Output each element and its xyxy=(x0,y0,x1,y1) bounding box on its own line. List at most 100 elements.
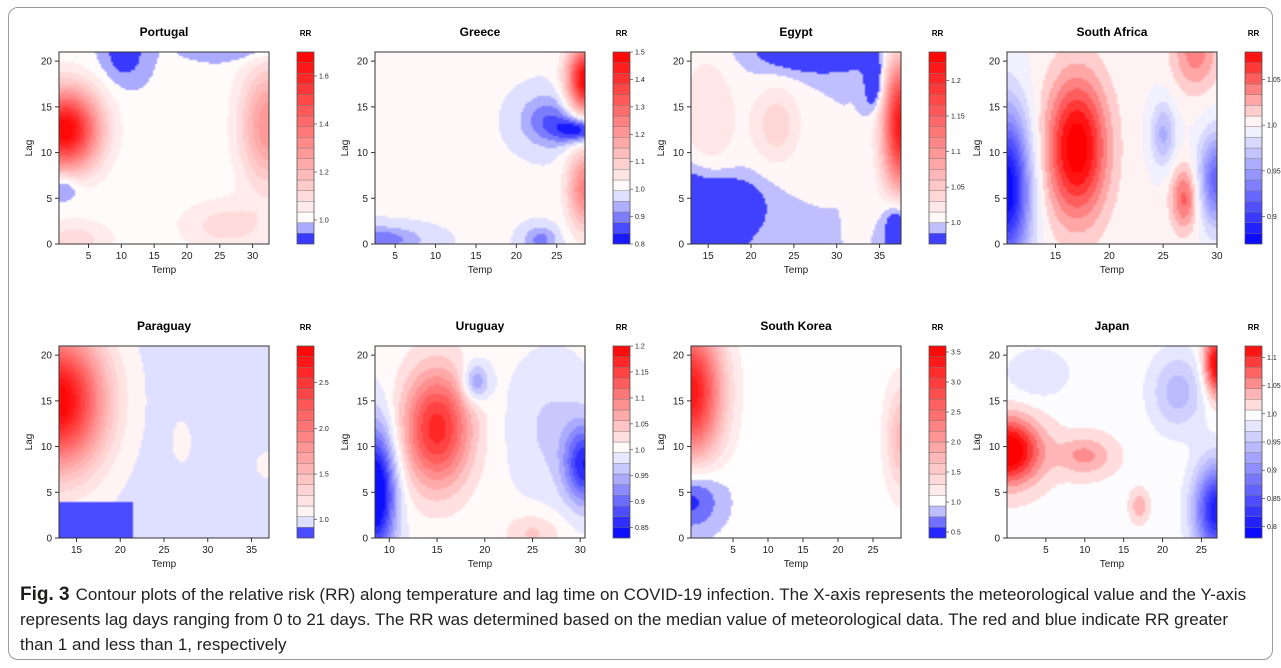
plot-frame xyxy=(1006,345,1218,539)
y-tick-label: 10 xyxy=(673,148,685,159)
y-tick-label: 5 xyxy=(46,194,52,205)
contour-panel-2: Greece 5 10 15 20 25 0 5 10 15 20 Temp Lag RR 0.8 0.9 1.… xyxy=(340,25,645,276)
legend-band xyxy=(1244,441,1263,453)
x-tick-label: 35 xyxy=(246,545,258,556)
contour-field xyxy=(1007,346,1217,538)
plot-frame xyxy=(690,345,902,539)
y-tick-label: 20 xyxy=(357,57,369,68)
y-axis-label: Lag xyxy=(972,434,983,451)
legend-tick-label: 1.0 xyxy=(951,220,961,227)
x-tick-label: 30 xyxy=(575,545,587,556)
legend-band xyxy=(928,463,947,475)
legend-tick-label: 1.5 xyxy=(635,50,645,57)
legend-band xyxy=(612,452,631,464)
panel-title: Greece xyxy=(460,25,501,39)
y-tick-label: 20 xyxy=(41,57,53,68)
figure-label: Fig. 3 xyxy=(20,584,70,605)
legend-band xyxy=(1244,62,1263,74)
legend-band xyxy=(928,345,947,357)
legend-band xyxy=(296,201,315,213)
legend-band xyxy=(296,409,315,421)
y-tick-label: 0 xyxy=(46,534,52,545)
figure-caption: Fig. 3 Contour plots of the relative risk… xyxy=(20,582,1265,657)
legend-band xyxy=(612,190,631,202)
legend-tick-label: 1.0 xyxy=(1267,411,1277,418)
legend-band xyxy=(928,527,947,539)
legend-band xyxy=(296,367,315,379)
legend-band xyxy=(1244,147,1263,159)
legend-band xyxy=(928,516,947,528)
legend-band xyxy=(1244,431,1263,443)
legend-band xyxy=(296,169,315,181)
x-tick-label: 20 xyxy=(115,545,127,556)
x-tick-label: 20 xyxy=(745,251,757,262)
y-tick-label: 0 xyxy=(994,240,1000,251)
y-tick-label: 5 xyxy=(362,488,368,499)
x-axis-label: Temp xyxy=(468,559,493,570)
legend-band xyxy=(1244,222,1263,234)
legend-band xyxy=(296,452,315,464)
x-tick-label: 10 xyxy=(1079,545,1091,556)
x-tick-label: 30 xyxy=(247,251,259,262)
contour-panel-4: South Africa 15 20 25 30 0 5 10 15 20 Temp Lag RR 0.9… xyxy=(972,25,1281,276)
legend-title: RR xyxy=(1248,323,1260,332)
legend-tick-label: 0.8 xyxy=(1267,524,1277,531)
legend-band xyxy=(1244,126,1263,138)
legend-band xyxy=(612,51,631,63)
y-tick-label: 10 xyxy=(989,442,1001,453)
contour-panel-1: Portugal 5 10 15 20 25 30 0 5 10 15 20 Temp Lag RR 1.0 1… xyxy=(24,25,329,276)
y-axis-label: Lag xyxy=(656,140,667,157)
legend-tick-label: 2.5 xyxy=(319,380,329,387)
legend-tick-label: 1.15 xyxy=(635,369,649,376)
legend-frame xyxy=(296,345,315,539)
legend-title: RR xyxy=(616,323,628,332)
legend-tick-label: 1.0 xyxy=(951,500,961,507)
legend-band xyxy=(928,73,947,85)
contour-panel-3: Egypt 15 20 25 30 35 0 5 10 15 20 Temp Lag RR 1.0 1.05 1… xyxy=(656,25,965,276)
legend-tick-label: 1.2 xyxy=(951,78,961,85)
contour-field xyxy=(59,346,269,538)
x-tick-label: 25 xyxy=(551,251,563,262)
legend-band xyxy=(612,83,631,95)
y-tick-label: 15 xyxy=(673,102,685,113)
legend-band xyxy=(928,505,947,517)
legend-frame xyxy=(1244,51,1263,245)
x-axis-label: Temp xyxy=(784,559,809,570)
legend-band xyxy=(928,388,947,400)
caption-text: Contour plots of the relative risk (RR) … xyxy=(20,585,1247,654)
y-tick-label: 15 xyxy=(41,396,53,407)
legend-band xyxy=(928,201,947,213)
x-tick-label: 25 xyxy=(158,545,170,556)
legend-band xyxy=(928,105,947,117)
legend-band xyxy=(612,115,631,127)
legend-tick-label: 3.5 xyxy=(951,350,961,357)
y-tick-label: 5 xyxy=(678,194,684,205)
legend-tick-label: 1.2 xyxy=(635,132,645,139)
legend-band xyxy=(296,83,315,95)
legend-band xyxy=(928,147,947,159)
figure-frame xyxy=(8,7,1273,660)
y-axis-label: Lag xyxy=(24,140,35,157)
y-tick-label: 10 xyxy=(41,442,53,453)
legend-band xyxy=(296,345,315,357)
x-tick-label: 20 xyxy=(832,545,844,556)
x-tick-label: 15 xyxy=(431,545,443,556)
y-tick-label: 5 xyxy=(994,194,1000,205)
legend-tick-label: 1.4 xyxy=(319,122,329,129)
y-tick-label: 0 xyxy=(362,534,368,545)
legend-band xyxy=(928,115,947,127)
x-tick-label: 15 xyxy=(1050,251,1062,262)
legend-tick-label: 1.05 xyxy=(635,421,649,428)
legend-band xyxy=(612,367,631,379)
legend-band xyxy=(1244,137,1263,149)
contour-field xyxy=(691,52,901,244)
panel-title: Egypt xyxy=(779,25,812,39)
legend-band xyxy=(612,356,631,368)
legend-tick-label: 1.0 xyxy=(319,517,329,524)
legend-tick-label: 1.5 xyxy=(951,470,961,477)
y-tick-label: 20 xyxy=(673,57,685,68)
legend-band xyxy=(928,452,947,464)
x-axis-label: Temp xyxy=(1100,559,1125,570)
legend-tick-label: 1.05 xyxy=(1267,383,1281,390)
legend-band xyxy=(1244,105,1263,117)
